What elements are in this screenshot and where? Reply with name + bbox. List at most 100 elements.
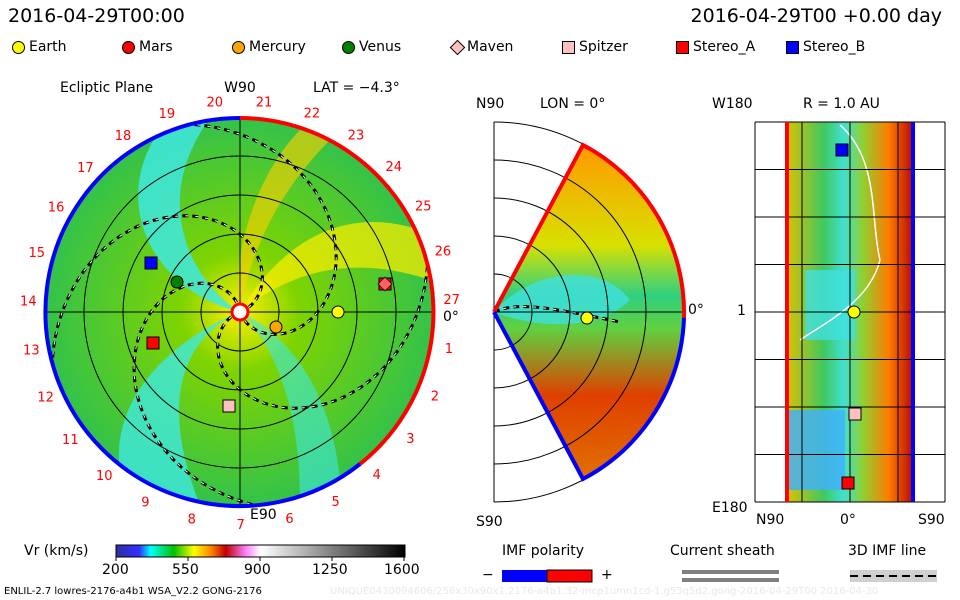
square-marker-icon — [562, 40, 575, 54]
slow-wind-stream — [238, 130, 330, 312]
meridional-s90-label: S90 — [476, 514, 503, 530]
colorbar-tick: 1250 — [312, 562, 348, 578]
circle-marker-icon — [12, 40, 25, 54]
day-label: 3 — [406, 432, 414, 447]
longitude-label: LON = 0° — [540, 96, 606, 112]
fast-wind-stream — [118, 312, 240, 505]
current-sheath-title: Current sheath — [670, 543, 775, 559]
run-id: UNIQUE0430094606/256x30x90x1.2176-a4b1.3… — [330, 586, 879, 597]
earth-marker — [331, 305, 345, 319]
radial-w180-label: W180 — [712, 96, 753, 112]
day-label: 19 — [159, 107, 176, 122]
fast-wind-stream — [138, 118, 240, 312]
legend-label: Maven — [467, 39, 514, 55]
ecliptic-0-label: 0° — [443, 309, 459, 325]
day-label: 4 — [373, 468, 381, 483]
square-marker-icon — [786, 40, 799, 54]
day-label: 14 — [20, 294, 37, 309]
colorbar-label: Vr (km/s) — [24, 543, 89, 559]
day-label: 21 — [256, 95, 273, 110]
imf-spiral-line — [216, 262, 430, 410]
day-label: 13 — [23, 343, 40, 358]
day-label: 22 — [304, 107, 321, 122]
day-label: 24 — [385, 160, 402, 175]
maven-marker — [377, 276, 393, 292]
stereo-b-marker-radial — [835, 143, 849, 157]
colorbar-tick: 900 — [244, 562, 271, 578]
day-label: 15 — [28, 246, 45, 261]
colorbar-tick: 1600 — [384, 562, 420, 578]
body-markers — [144, 256, 393, 413]
imf-negative-swatch — [502, 570, 547, 582]
meridional-0-label: 0° — [688, 302, 704, 318]
imf-positive-swatch — [546, 569, 593, 583]
legend-label: Stereo_A — [693, 39, 756, 55]
radial-1-label: 1 — [737, 303, 746, 319]
legend-item-stereo-b: Stereo_B — [786, 39, 865, 55]
imf-polarity-title: IMF polarity — [502, 543, 585, 559]
sun-icon — [230, 302, 250, 322]
legend-item-stereo-a: Stereo_A — [676, 39, 755, 55]
meridional-plane-panel — [492, 121, 687, 503]
legend-label: Venus — [359, 39, 402, 55]
left-timestamp: 2016-04-29T00:00 — [8, 5, 185, 27]
legend-item-earth: Earth — [12, 39, 67, 55]
circle-marker-icon — [342, 40, 355, 54]
day-label: 5 — [332, 495, 340, 510]
legend-label: Stereo_B — [803, 39, 866, 55]
imf-spiral-lines — [50, 122, 430, 506]
imf-polarity-ring-positive — [239, 116, 436, 466]
current-sheath-swatch — [682, 570, 779, 574]
radial-s90-label: S90 — [918, 512, 945, 528]
legend-item-mars: Mars — [122, 39, 173, 55]
legend-label: Mars — [139, 39, 173, 55]
radial-e180-label: E180 — [712, 500, 748, 516]
radial-n90-label: N90 — [756, 512, 785, 528]
day-label: 23 — [348, 129, 365, 144]
day-label: 11 — [62, 433, 79, 448]
square-marker-icon — [676, 40, 689, 54]
day-label: 16 — [48, 201, 65, 216]
mars-marker-square — [146, 336, 160, 350]
day-label: 9 — [141, 496, 149, 511]
velocity-colorbar — [115, 544, 406, 558]
day-label: 8 — [188, 512, 196, 527]
day-label: 17 — [77, 161, 94, 176]
earth-marker-meridional — [580, 311, 594, 325]
day-label: 6 — [285, 512, 293, 527]
day-label: 18 — [115, 129, 132, 144]
legend-item-spitzer: Spitzer — [562, 39, 628, 55]
fast-wind-stream — [240, 312, 340, 500]
radial-distance-label: R = 1.0 AU — [803, 96, 880, 112]
earth-marker-radial — [847, 305, 861, 319]
mars-marker-radial — [841, 476, 855, 490]
imf-spiral-line — [132, 281, 256, 506]
day-label: 27 — [443, 293, 460, 308]
stereo-b-marker — [144, 256, 158, 270]
day-label: 7 — [236, 518, 244, 533]
imf-spiral-line — [190, 122, 338, 336]
imf-spiral-line — [50, 214, 264, 362]
legend-label: Mercury — [249, 39, 306, 55]
day-label: 1 — [445, 342, 453, 357]
radial-0-label: 0° — [840, 512, 856, 528]
ecliptic-w90-label: W90 — [224, 80, 256, 96]
legend-item-maven: Maven — [449, 39, 514, 55]
circle-marker-icon — [232, 40, 245, 54]
day-label: 12 — [37, 391, 54, 406]
spitzer-marker — [222, 399, 236, 413]
colorbar-tick: 550 — [172, 562, 199, 578]
model-info: ENLIL-2.7 lowres-2176-a4b1 WSA_V2.2 GONG… — [4, 586, 262, 597]
day-label: 2 — [431, 389, 439, 404]
imf-polarity-ring-negative — [43, 115, 362, 508]
radial-map-panel — [754, 121, 946, 503]
imf-line-title: 3D IMF line — [848, 543, 927, 559]
day-label: 26 — [435, 245, 452, 260]
venus-marker — [170, 275, 184, 289]
imf-plus-label: + — [601, 567, 613, 583]
spitzer-marker-radial — [848, 407, 862, 421]
day-label: 10 — [96, 469, 113, 484]
